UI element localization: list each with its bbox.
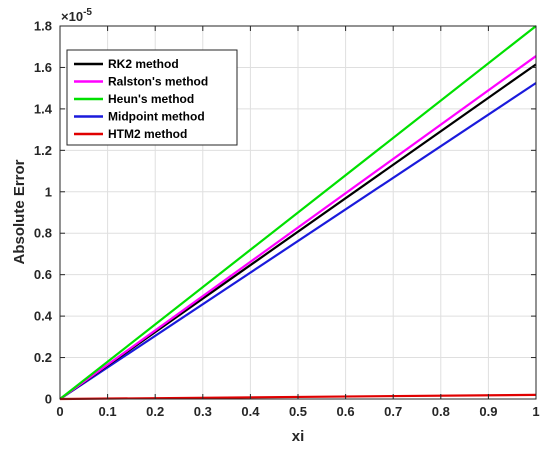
x-tick-label: 0.6 xyxy=(337,404,355,419)
series-line-3 xyxy=(59,82,537,400)
y-exponent-label: ×10-5 xyxy=(61,7,92,24)
x-tick-label: 0.2 xyxy=(146,404,164,419)
y-tick-label: 0.2 xyxy=(34,350,52,365)
series-line-0 xyxy=(59,63,537,400)
legend-label: Heun's method xyxy=(108,92,194,106)
y-tick-label: 0.6 xyxy=(34,267,52,282)
x-tick-label: 0.9 xyxy=(479,404,497,419)
series-line-2 xyxy=(59,25,537,400)
y-tick-label: 1.6 xyxy=(34,60,52,75)
y-tick-label: 0.8 xyxy=(34,226,52,241)
x-tick-label: 0.1 xyxy=(99,404,117,419)
legend-label: Ralston's method xyxy=(108,75,208,89)
x-tick-label: 0.7 xyxy=(384,404,402,419)
legend-box xyxy=(66,49,238,146)
series-line-1 xyxy=(59,55,537,400)
tick-labels: 0 0.1 0.2 0.3 0.4 0.5 0.6 0.7 0.8 0.9 1 0 0.2 0.4 0.6 0… xyxy=(34,19,540,420)
x-tick-label: 0.5 xyxy=(289,404,307,419)
legend-label: RK2 method xyxy=(108,57,179,71)
x-tick-label: 0.4 xyxy=(241,404,260,419)
y-tick-label: 1.4 xyxy=(34,101,53,116)
legend-label: Midpoint method xyxy=(108,110,205,124)
y-axis-title: Absolute Error xyxy=(11,159,28,264)
y-tick-label: 1.2 xyxy=(34,143,52,158)
y-tick-label: 1 xyxy=(45,184,52,199)
y-exponent-base: ×10 xyxy=(61,9,83,24)
y-tick-label: 0 xyxy=(45,392,52,407)
x-tick-label: 1 xyxy=(532,404,539,419)
y-exponent-power: -5 xyxy=(83,7,92,18)
x-axis-title: xi xyxy=(292,428,305,445)
x-tick-label: 0.3 xyxy=(194,404,212,419)
legend: RK2 method Ralston's method Heun's method M… xyxy=(66,49,238,146)
x-tick-label: 0.8 xyxy=(432,404,450,419)
legend-label: HTM2 method xyxy=(108,127,187,141)
y-tick-label: 1.8 xyxy=(34,19,52,34)
y-tick-label: 0.4 xyxy=(34,309,53,324)
ticks xyxy=(59,25,537,400)
x-tick-label: 0 xyxy=(56,404,63,419)
